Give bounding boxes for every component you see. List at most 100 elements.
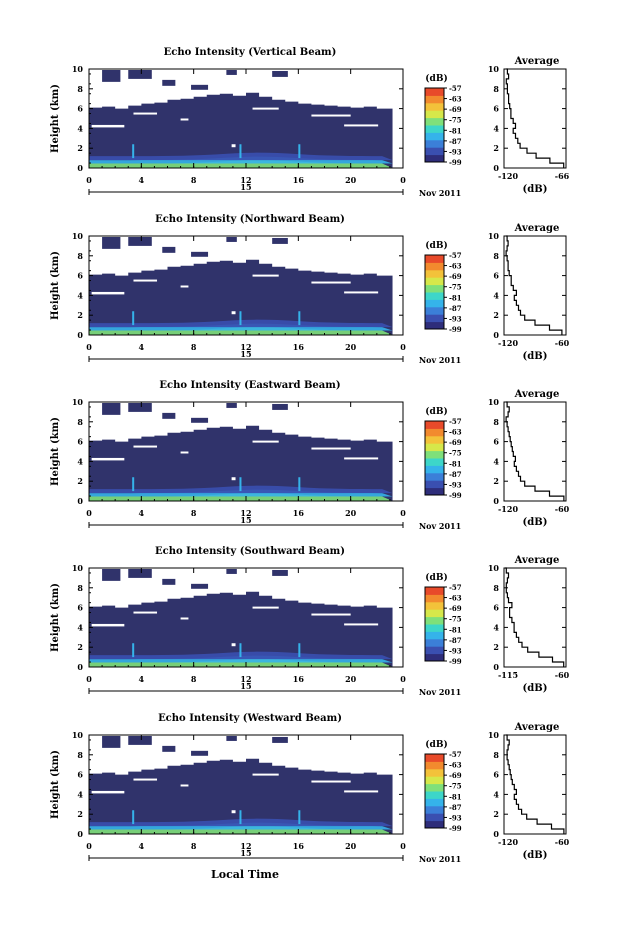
echo-gap xyxy=(311,281,351,284)
heatmap xyxy=(89,568,403,667)
avg-frame xyxy=(503,734,567,835)
x-tick-label: 0 xyxy=(400,342,406,352)
cloud-patch xyxy=(162,79,176,86)
echo-gap xyxy=(231,810,236,814)
panel-title: Echo Intensity (Eastward Beam) xyxy=(159,380,340,391)
cloud-patch xyxy=(226,402,237,408)
plume xyxy=(132,810,135,825)
y-axis-label: Height (km) xyxy=(50,417,61,486)
no-data-region xyxy=(392,735,403,834)
echo-gap xyxy=(344,124,379,127)
plume xyxy=(298,810,301,825)
avg-y-tick-label: 2 xyxy=(493,143,499,153)
plume xyxy=(239,477,242,492)
heatmap xyxy=(89,236,403,335)
y-tick-label: 10 xyxy=(72,231,84,241)
colorbar-segment xyxy=(425,601,444,610)
x-tick-label: 12 xyxy=(240,674,251,684)
avg-y-tick-label: 2 xyxy=(493,642,499,652)
month-label: Nov 2011 xyxy=(419,687,461,697)
day-label: 15 xyxy=(240,349,251,359)
colorbar-segment xyxy=(425,768,444,777)
y-tick-label: 6 xyxy=(77,437,83,447)
boundary-layer-band xyxy=(89,323,393,331)
plume xyxy=(132,477,135,492)
colorbar-tick-label: -75 xyxy=(449,782,462,791)
plume xyxy=(239,311,242,326)
panels: Echo Intensity (Vertical Beam) 0 2 4 6 8 10 Hei… xyxy=(50,47,570,864)
colorbar-segment xyxy=(425,95,444,104)
echo-region xyxy=(89,758,403,834)
colorbar-segment xyxy=(425,587,444,595)
y-tick-label: 8 xyxy=(77,251,83,261)
echo-gap xyxy=(133,611,158,614)
echo-gap xyxy=(95,768,142,771)
cloud-patch xyxy=(162,745,176,752)
cloud-patch xyxy=(102,402,121,415)
colorbar-frame xyxy=(424,420,445,496)
cloud-patch xyxy=(128,236,152,246)
colorbar-tick-label: -93 xyxy=(449,480,462,489)
echo-gap xyxy=(311,447,351,450)
colorbar-tick-label: -87 xyxy=(449,470,462,479)
echo-gap xyxy=(180,784,189,787)
y-tick-label: 10 xyxy=(72,64,84,74)
echo-gap xyxy=(344,457,379,460)
y-tick-label: 4 xyxy=(77,123,83,133)
colorbar-segment xyxy=(425,443,444,452)
boundary-layer-band xyxy=(89,156,393,164)
echo-gap xyxy=(311,780,351,783)
colorbar-frame xyxy=(424,254,445,330)
colorbar-segment xyxy=(425,102,444,111)
x-tick-label: 8 xyxy=(191,175,197,185)
beam-panel-4: Echo Intensity (Westward Beam) 0 2 4 6 8 10 Hei… xyxy=(50,713,570,864)
boundary-layer-band xyxy=(89,826,393,834)
month-label: Nov 2011 xyxy=(419,355,461,365)
colorbar-segment xyxy=(425,458,444,466)
panel-title: Echo Intensity (Vertical Beam) xyxy=(164,47,337,58)
avg-y-tick-label: 8 xyxy=(493,417,499,427)
colorbar-segment xyxy=(425,110,444,119)
colorbar-tick-label: -99 xyxy=(449,491,462,500)
colorbar-segment xyxy=(425,314,444,323)
avg-y-tick-label: 4 xyxy=(493,789,499,799)
y-tick-label: 2 xyxy=(77,476,83,486)
colorbar-tick-label: -93 xyxy=(449,147,462,156)
plume xyxy=(132,311,135,326)
colorbar-tick-label: -69 xyxy=(449,771,462,780)
cloud-patch xyxy=(272,736,288,743)
cloud-patch xyxy=(128,69,152,79)
colorbar-segment xyxy=(425,147,444,156)
avg-title: Average xyxy=(514,722,560,733)
echo-gap xyxy=(231,311,236,315)
echo-gap xyxy=(180,285,189,288)
echo-region xyxy=(89,92,403,168)
y-tick-label: 2 xyxy=(77,310,83,320)
avg-y-tick-label: 10 xyxy=(488,64,500,74)
colorbar-tick-label: -93 xyxy=(449,813,462,822)
plume xyxy=(132,643,135,658)
colorbar-segment xyxy=(425,132,444,141)
avg-x-tick-label: -120 xyxy=(498,837,518,847)
avg-profile-line xyxy=(505,68,565,168)
x-tick-label: 4 xyxy=(139,508,145,518)
beam-panel-1: Echo Intensity (Northward Beam) 0 2 4 6 8 10 He… xyxy=(50,214,570,365)
x-tick-label: 12 xyxy=(240,841,251,851)
beam-panel-3: Echo Intensity (Southward Beam) 0 2 4 6 8 10 He… xyxy=(50,546,570,697)
echo-gap xyxy=(252,773,279,776)
colorbar-segment xyxy=(425,646,444,655)
colorbar-tick-label: -57 xyxy=(449,417,462,426)
month-label: Nov 2011 xyxy=(419,521,461,531)
boundary-layer-band xyxy=(89,822,393,830)
avg-x-tick-label: -120 xyxy=(498,338,518,348)
colorbar-frame xyxy=(424,87,445,163)
cloud-patch xyxy=(102,568,121,581)
month-label: Nov 2011 xyxy=(419,188,461,198)
plume xyxy=(132,144,135,159)
cloud-patch xyxy=(102,69,121,82)
x-tick-label: 0 xyxy=(86,342,92,352)
echo-gap xyxy=(95,601,142,604)
echo-gap xyxy=(180,451,189,454)
echo-gap xyxy=(180,118,189,121)
colorbar-segment xyxy=(425,813,444,822)
